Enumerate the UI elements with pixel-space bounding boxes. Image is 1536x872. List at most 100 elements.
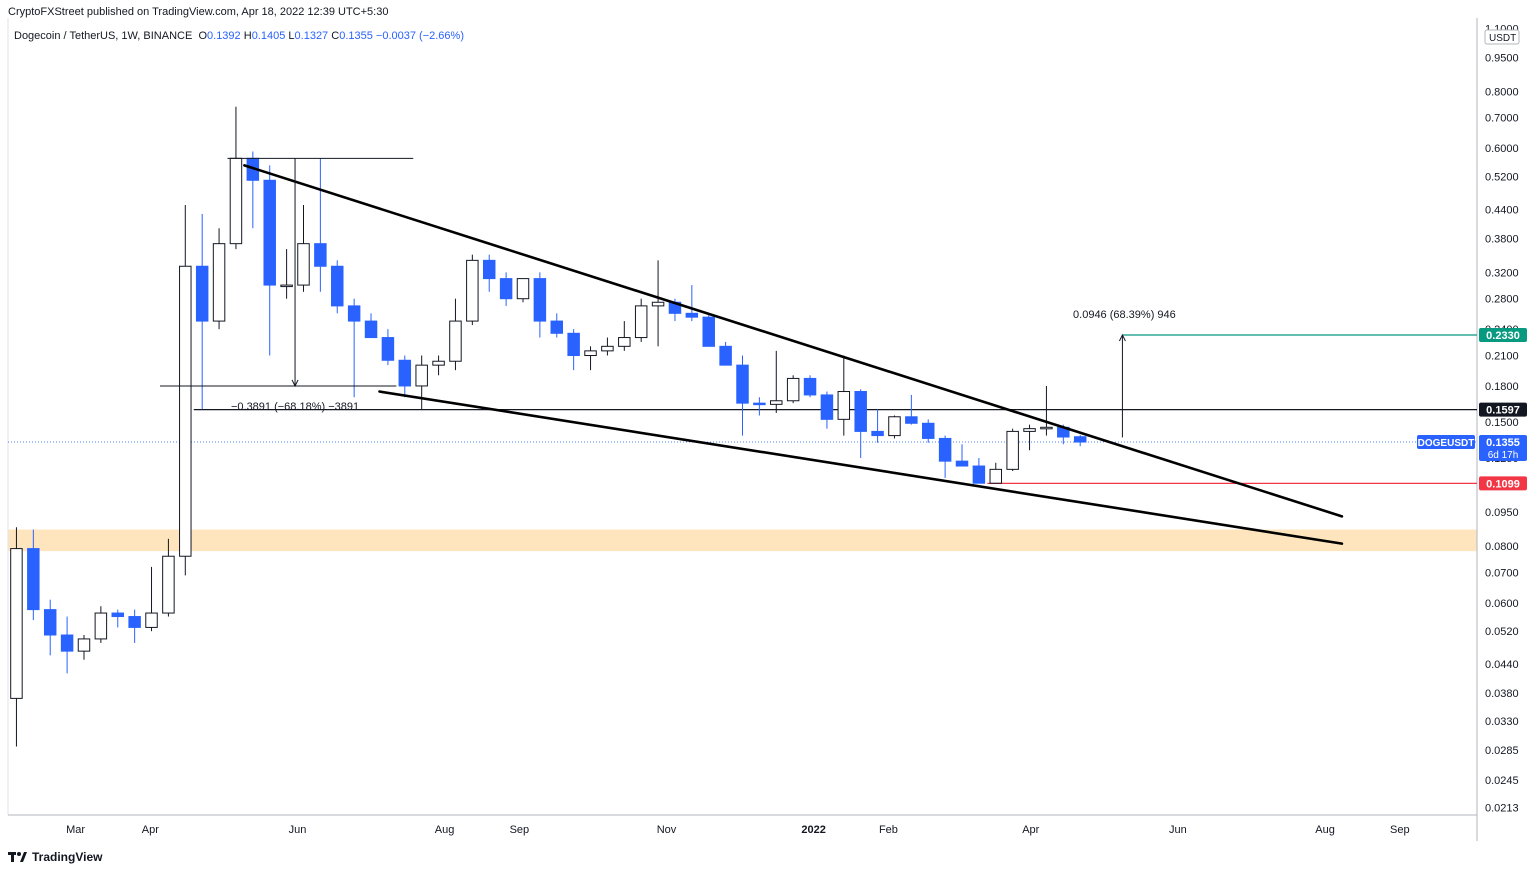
tradingview-brand: TradingView	[32, 850, 103, 864]
candle-body	[162, 555, 175, 614]
candle-body	[989, 468, 1003, 484]
trendline-wedge-lower	[378, 390, 1344, 545]
candle-body	[314, 243, 327, 267]
y-tick-label: 0.5200	[1485, 171, 1519, 183]
y-tick-label: 0.2100	[1485, 351, 1519, 363]
candle-body	[972, 465, 986, 484]
candle-body	[432, 360, 445, 366]
level-tag-support	[1479, 476, 1527, 491]
level-label-resistance: 0.1597	[1486, 405, 1520, 417]
candle-body	[871, 430, 884, 437]
candle-body	[651, 301, 665, 307]
candle-body	[685, 312, 699, 318]
candle-body	[905, 416, 918, 424]
candle-body	[415, 364, 428, 387]
candle-body	[1040, 426, 1053, 430]
y-tick-label: 0.4400	[1485, 204, 1519, 216]
y-tick-label: 0.0285	[1485, 745, 1519, 757]
y-tick-label: 0.0440	[1485, 659, 1519, 671]
candle-body	[888, 416, 901, 437]
x-tick-label: Nov	[657, 824, 677, 836]
candle-body	[398, 359, 412, 387]
candle-body	[331, 265, 344, 307]
ohlc-change: −0.0037 (−2.66%)	[375, 30, 464, 42]
candle-body	[820, 394, 834, 420]
candle-body	[449, 320, 462, 362]
target-measure-label: 0.0946 (68.39%) 946	[1073, 309, 1176, 321]
footer-brand[interactable]: TradingView	[8, 850, 102, 864]
candle-body	[297, 243, 310, 286]
x-tick-label: Sep	[1390, 824, 1410, 836]
ohlc-open-label: O	[198, 30, 208, 42]
tradingview-logo-icon	[8, 852, 27, 862]
price-unit-box	[1484, 29, 1520, 45]
ohlc-low-label: L	[288, 30, 295, 42]
x-tick-label: Apr	[1022, 824, 1039, 836]
candle-body	[263, 179, 276, 286]
candle-body	[550, 320, 564, 334]
y-tick-label: 0.0950	[1485, 507, 1519, 519]
candle-body	[584, 350, 597, 357]
ohlc-open-value: 0.1392	[207, 30, 241, 42]
symbol-name: Dogecoin / TetherUS, 1W, BINANCE	[14, 30, 193, 42]
candle-body	[212, 243, 226, 322]
y-tick-label: 0.0700	[1485, 567, 1519, 579]
candle-body	[43, 609, 57, 636]
candle-body	[347, 305, 361, 322]
level-tag-target	[1479, 327, 1527, 342]
candle-body	[601, 345, 614, 352]
x-tick-label: 2022	[801, 824, 825, 836]
ohlc-high-label: H	[243, 30, 252, 42]
candle-body	[364, 320, 378, 339]
candle-body	[938, 437, 952, 462]
y-tick-label: 0.2800	[1485, 294, 1519, 306]
candle-body	[280, 284, 293, 288]
drop-measure-arrowhead	[291, 379, 299, 388]
candle-body	[516, 278, 530, 300]
y-tick-label: 0.0520	[1485, 626, 1519, 638]
x-tick-label: Mar	[66, 824, 85, 836]
x-tick-label: Apr	[142, 824, 159, 836]
candle-body	[634, 305, 648, 339]
current-price-tag	[1479, 435, 1527, 462]
candle-body	[1073, 436, 1087, 443]
candle-body	[195, 265, 209, 322]
countdown-label: 6d 17h	[1488, 450, 1519, 461]
candle-body	[736, 364, 749, 404]
candle-body	[837, 391, 851, 420]
candle-body	[702, 316, 715, 347]
level-label-support: 0.1099	[1486, 478, 1520, 490]
x-tick-label: Jun	[1169, 824, 1187, 836]
x-tick-label: Jun	[289, 824, 307, 836]
candle-body	[770, 400, 783, 405]
y-tick-label: 0.9500	[1485, 52, 1519, 64]
y-tick-label: 0.8000	[1485, 86, 1519, 98]
candle-body	[94, 612, 108, 640]
y-tick-label: 0.0213	[1485, 802, 1519, 814]
candle-body	[786, 377, 800, 402]
ohlc-low-value: 0.1327	[294, 30, 329, 42]
candle-body	[567, 332, 580, 357]
candle-body	[1023, 428, 1036, 432]
level-tag-resistance	[1479, 402, 1527, 417]
y-tick-label: 0.7000	[1485, 113, 1519, 125]
candle-body	[179, 265, 192, 557]
y-tick-label: 0.0600	[1485, 598, 1519, 610]
y-tick-label: 0.0380	[1485, 688, 1519, 700]
x-tick-label: Aug	[435, 824, 455, 836]
current-price-label: 0.1355	[1486, 437, 1520, 449]
x-tick-label: Sep	[510, 824, 530, 836]
y-tick-label: 0.0330	[1485, 716, 1519, 728]
candle-body	[854, 391, 867, 432]
candle-body	[955, 460, 969, 467]
drop-measure-label: −0.3891 (−68.18%) −3891	[231, 401, 359, 413]
level-label-target: 0.2330	[1486, 330, 1520, 342]
y-tick-label: 0.3200	[1485, 267, 1519, 279]
candle-body	[803, 377, 817, 396]
ohlc-high-value: 0.1405	[251, 30, 286, 42]
demand-zone	[8, 529, 1477, 552]
candle-body	[128, 616, 141, 628]
publish-caption: CryptoFXStreet published on TradingView.…	[8, 6, 389, 18]
ohlc-close-value: 0.1355	[339, 30, 373, 42]
